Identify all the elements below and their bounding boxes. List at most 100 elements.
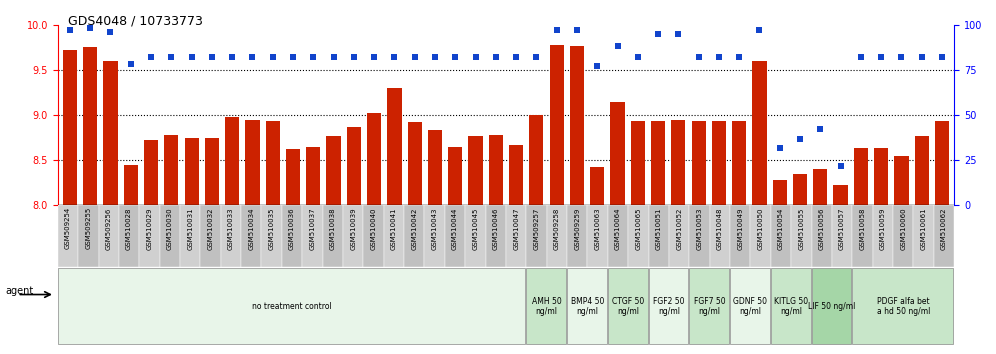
Text: GSM510032: GSM510032 bbox=[207, 207, 213, 250]
Text: GSM510033: GSM510033 bbox=[228, 207, 234, 250]
Text: GSM510052: GSM510052 bbox=[676, 207, 682, 250]
Bar bbox=[793, 174, 807, 205]
Bar bbox=[771, 205, 791, 267]
Point bbox=[488, 55, 504, 60]
Bar bbox=[266, 121, 280, 205]
Bar bbox=[323, 205, 343, 267]
Bar bbox=[669, 205, 689, 267]
Bar bbox=[547, 205, 567, 267]
Bar bbox=[671, 120, 685, 205]
Bar bbox=[327, 136, 341, 205]
Text: LIF 50 ng/ml: LIF 50 ng/ml bbox=[808, 302, 856, 311]
Text: GSM509254: GSM509254 bbox=[65, 207, 71, 250]
Text: no treatment control: no treatment control bbox=[252, 302, 332, 311]
Bar bbox=[465, 205, 486, 267]
Text: GSM510051: GSM510051 bbox=[655, 207, 661, 250]
Point bbox=[873, 55, 889, 60]
Bar bbox=[529, 115, 544, 205]
Bar bbox=[934, 205, 954, 267]
Bar bbox=[445, 205, 465, 267]
Text: GSM510050: GSM510050 bbox=[758, 207, 764, 250]
Bar bbox=[651, 121, 665, 205]
Point bbox=[386, 55, 402, 60]
Point bbox=[103, 29, 119, 35]
Text: GSM510045: GSM510045 bbox=[472, 207, 478, 250]
Text: GSM509257: GSM509257 bbox=[534, 207, 540, 250]
FancyBboxPatch shape bbox=[58, 268, 525, 344]
Point bbox=[590, 63, 606, 69]
Point bbox=[285, 55, 301, 60]
Bar bbox=[184, 138, 199, 205]
Bar bbox=[732, 121, 746, 205]
Point bbox=[629, 55, 645, 60]
Text: GSM510039: GSM510039 bbox=[351, 207, 357, 250]
Point bbox=[508, 55, 524, 60]
Text: GSM510028: GSM510028 bbox=[126, 207, 132, 250]
Point bbox=[163, 55, 179, 60]
Bar bbox=[139, 205, 159, 267]
Bar bbox=[302, 205, 323, 267]
Bar bbox=[407, 122, 421, 205]
FancyBboxPatch shape bbox=[853, 268, 953, 344]
Text: GSM510064: GSM510064 bbox=[615, 207, 622, 250]
Bar bbox=[144, 140, 158, 205]
Bar bbox=[180, 205, 200, 267]
Point bbox=[853, 55, 869, 60]
Point bbox=[306, 55, 322, 60]
Bar bbox=[611, 102, 624, 205]
Text: GSM510038: GSM510038 bbox=[330, 207, 336, 250]
Bar bbox=[347, 127, 361, 205]
Bar bbox=[489, 135, 503, 205]
Text: GSM510056: GSM510056 bbox=[819, 207, 825, 250]
Bar bbox=[286, 149, 300, 205]
Bar bbox=[364, 205, 383, 267]
FancyBboxPatch shape bbox=[730, 268, 770, 344]
Point bbox=[569, 27, 585, 33]
Text: GDNF 50
ng/ml: GDNF 50 ng/ml bbox=[733, 297, 768, 316]
Bar bbox=[262, 205, 282, 267]
Bar bbox=[83, 47, 98, 205]
Text: agent: agent bbox=[5, 286, 33, 296]
Text: GSM510065: GSM510065 bbox=[635, 207, 641, 250]
Point bbox=[813, 127, 829, 132]
Bar bbox=[221, 205, 241, 267]
Bar bbox=[526, 205, 547, 267]
Point bbox=[83, 25, 99, 31]
Point bbox=[833, 163, 849, 169]
Text: GSM510049: GSM510049 bbox=[737, 207, 743, 250]
Text: GSM510036: GSM510036 bbox=[289, 207, 295, 250]
Bar bbox=[588, 205, 608, 267]
Bar bbox=[343, 205, 364, 267]
Bar bbox=[591, 167, 605, 205]
Text: KITLG 50
ng/ml: KITLG 50 ng/ml bbox=[774, 297, 808, 316]
Text: GSM510047: GSM510047 bbox=[513, 207, 519, 250]
Bar bbox=[894, 156, 908, 205]
Text: GSM510063: GSM510063 bbox=[595, 207, 601, 250]
Bar bbox=[241, 205, 262, 267]
Bar bbox=[648, 205, 669, 267]
FancyBboxPatch shape bbox=[526, 268, 566, 344]
Bar bbox=[486, 205, 506, 267]
Point bbox=[406, 55, 422, 60]
Bar bbox=[689, 205, 710, 267]
Point bbox=[711, 55, 727, 60]
Bar bbox=[124, 165, 137, 205]
Bar bbox=[813, 169, 828, 205]
Text: GSM510037: GSM510037 bbox=[310, 207, 316, 250]
Bar bbox=[710, 205, 730, 267]
Point bbox=[62, 27, 78, 33]
Bar bbox=[225, 117, 239, 205]
Text: GSM510043: GSM510043 bbox=[431, 207, 437, 250]
Text: GDS4048 / 10733773: GDS4048 / 10733773 bbox=[68, 14, 202, 27]
Bar bbox=[404, 205, 424, 267]
Bar bbox=[730, 205, 750, 267]
Text: GSM510058: GSM510058 bbox=[860, 207, 866, 250]
FancyBboxPatch shape bbox=[567, 268, 607, 344]
Point bbox=[752, 27, 768, 33]
Bar bbox=[78, 205, 99, 267]
Text: GSM510048: GSM510048 bbox=[717, 207, 723, 250]
Text: GSM510035: GSM510035 bbox=[269, 207, 275, 250]
Text: GSM509259: GSM509259 bbox=[575, 207, 581, 250]
Point bbox=[265, 55, 281, 60]
Text: GSM510053: GSM510053 bbox=[696, 207, 702, 250]
